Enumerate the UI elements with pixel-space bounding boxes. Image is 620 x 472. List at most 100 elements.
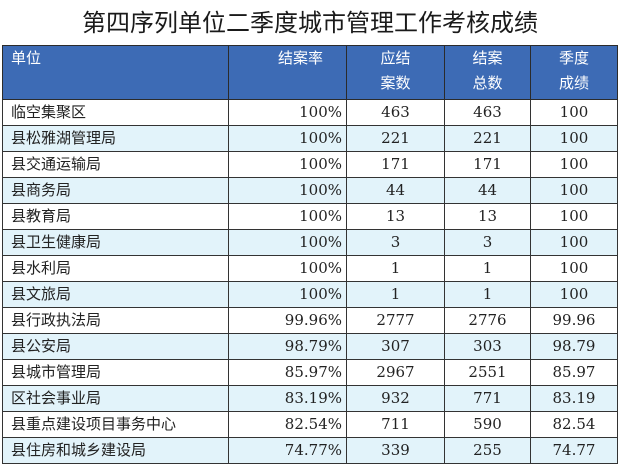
header-closed-total: 结案 总数: [444, 45, 531, 100]
quarter-score-cell: 74.77: [530, 437, 618, 464]
quarter-score-cell: 83.19: [530, 385, 618, 412]
close-rate-cell: 100%: [228, 151, 347, 178]
close-rate-cell: 83.19%: [228, 385, 347, 412]
closed-total-cell: 44: [444, 177, 531, 204]
closed-total-cell: 771: [444, 385, 531, 412]
closed-total-cell: 255: [444, 437, 531, 464]
header-closed-total-line1: 结案: [472, 49, 503, 67]
header-close-rate: 结案率: [228, 45, 347, 100]
closed-total-cell: 2776: [444, 307, 531, 334]
closed-total-cell: 303: [444, 333, 531, 360]
closed-total-cell: 590: [444, 411, 531, 438]
unit-cell: 县水利局: [2, 255, 229, 282]
due-cases-cell: 711: [346, 411, 445, 438]
closed-total-cell: 2551: [444, 359, 531, 386]
due-cases-cell: 1: [346, 281, 445, 308]
close-rate-cell: 82.54%: [228, 411, 347, 438]
quarter-score-cell: 100: [530, 177, 618, 204]
close-rate-cell: 74.77%: [228, 437, 347, 464]
header-quarter-score: 季度 成绩: [530, 45, 618, 100]
unit-cell: 县住房和城乡建设局: [2, 437, 229, 464]
assessment-table: 单位 结案率 应结 案数 结案 总数 季度 成绩 临空集聚区 100% 463 463…: [2, 45, 618, 464]
table-row: 县水利局 100% 1 1 100: [2, 255, 618, 282]
due-cases-cell: 2777: [346, 307, 445, 334]
due-cases-cell: 307: [346, 333, 445, 360]
close-rate-cell: 100%: [228, 203, 347, 230]
close-rate-cell: 100%: [228, 255, 347, 282]
table-row: 县城市管理局 85.97% 2967 2551 85.97: [2, 359, 618, 386]
close-rate-cell: 100%: [228, 125, 347, 152]
unit-cell: 临空集聚区: [2, 99, 229, 126]
quarter-score-cell: 100: [530, 281, 618, 308]
table-body: 临空集聚区 100% 463 463 100 县松雅湖管理局 100% 221 221 100 县交…: [2, 99, 618, 464]
due-cases-cell: 463: [346, 99, 445, 126]
closed-total-cell: 171: [444, 151, 531, 178]
due-cases-cell: 932: [346, 385, 445, 412]
unit-cell: 县教育局: [2, 203, 229, 230]
table-row: 县松雅湖管理局 100% 221 221 100: [2, 125, 618, 152]
close-rate-cell: 100%: [228, 99, 347, 126]
table-header-row: 单位 结案率 应结 案数 结案 总数 季度 成绩: [2, 45, 618, 100]
table-row: 县卫生健康局 100% 3 3 100: [2, 229, 618, 256]
quarter-score-cell: 100: [530, 229, 618, 256]
due-cases-cell: 44: [346, 177, 445, 204]
unit-cell: 县城市管理局: [2, 359, 229, 386]
closed-total-cell: 463: [444, 99, 531, 126]
table-row: 区社会事业局 83.19% 932 771 83.19: [2, 385, 618, 412]
table-row: 临空集聚区 100% 463 463 100: [2, 99, 618, 126]
closed-total-cell: 3: [444, 229, 531, 256]
quarter-score-cell: 100: [530, 255, 618, 282]
due-cases-cell: 339: [346, 437, 445, 464]
header-closed-total-line2: 总数: [472, 74, 503, 92]
header-quarter-score-line1: 季度: [558, 49, 589, 67]
unit-cell: 县商务局: [2, 177, 229, 204]
unit-cell: 县卫生健康局: [2, 229, 229, 256]
unit-cell: 县公安局: [2, 333, 229, 360]
quarter-score-cell: 85.97: [530, 359, 618, 386]
close-rate-cell: 98.79%: [228, 333, 347, 360]
closed-total-cell: 13: [444, 203, 531, 230]
unit-cell: 县文旅局: [2, 281, 229, 308]
closed-total-cell: 1: [444, 255, 531, 282]
header-close-rate-label: 结案率: [277, 49, 323, 67]
due-cases-cell: 221: [346, 125, 445, 152]
header-unit: 单位: [2, 45, 229, 100]
quarter-score-cell: 98.79: [530, 333, 618, 360]
quarter-score-cell: 100: [530, 203, 618, 230]
quarter-score-cell: 100: [530, 151, 618, 178]
header-due-cases-line2: 案数: [380, 74, 411, 92]
closed-total-cell: 221: [444, 125, 531, 152]
header-due-cases-line1: 应结: [380, 49, 411, 67]
close-rate-cell: 100%: [228, 229, 347, 256]
table-row: 县行政执法局 99.96% 2777 2776 99.96: [2, 307, 618, 334]
close-rate-cell: 85.97%: [228, 359, 347, 386]
closed-total-cell: 1: [444, 281, 531, 308]
page-title: 第四序列单位二季度城市管理工作考核成绩: [82, 9, 538, 37]
table-row: 县文旅局 100% 1 1 100: [2, 281, 618, 308]
header-quarter-score-line2: 成绩: [558, 74, 589, 92]
close-rate-cell: 99.96%: [228, 307, 347, 334]
quarter-score-cell: 100: [530, 99, 618, 126]
quarter-score-cell: 99.96: [530, 307, 618, 334]
quarter-score-cell: 100: [530, 125, 618, 152]
table-row: 县商务局 100% 44 44 100: [2, 177, 618, 204]
quarter-score-cell: 82.54: [530, 411, 618, 438]
due-cases-cell: 2967: [346, 359, 445, 386]
unit-cell: 区社会事业局: [2, 385, 229, 412]
table-row: 县住房和城乡建设局 74.77% 339 255 74.77: [2, 437, 618, 464]
table-row: 县交通运输局 100% 171 171 100: [2, 151, 618, 178]
due-cases-cell: 3: [346, 229, 445, 256]
close-rate-cell: 100%: [228, 177, 347, 204]
header-unit-label: 单位: [11, 49, 42, 67]
unit-cell: 县重点建设项目事务中心: [2, 411, 229, 438]
table-row: 县公安局 98.79% 307 303 98.79: [2, 333, 618, 360]
unit-cell: 县行政执法局: [2, 307, 229, 334]
due-cases-cell: 1: [346, 255, 445, 282]
due-cases-cell: 171: [346, 151, 445, 178]
unit-cell: 县交通运输局: [2, 151, 229, 178]
header-due-cases: 应结 案数: [346, 45, 445, 100]
table-row: 县重点建设项目事务中心 82.54% 711 590 82.54: [2, 411, 618, 438]
unit-cell: 县松雅湖管理局: [2, 125, 229, 152]
table-row: 县教育局 100% 13 13 100: [2, 203, 618, 230]
due-cases-cell: 13: [346, 203, 445, 230]
